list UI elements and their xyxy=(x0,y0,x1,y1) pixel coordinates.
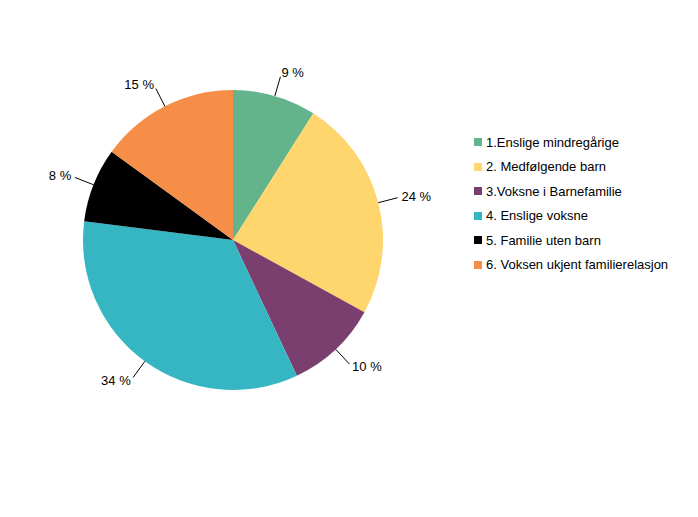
html-text:6. Voksen ukjent familierelasj: 6. Voksen ukjent familierelasjon xyxy=(486,257,669,273)
html-text:3.Voksne i Barnefamilie: 3.Voksne i Barnefamilie xyxy=(486,183,622,199)
svg-text:15 %: 15 % xyxy=(124,77,154,92)
svg-text:24 %: 24 % xyxy=(402,189,432,204)
svg-text:9 %: 9 % xyxy=(282,65,305,80)
html-text:4. Enslige voksne: 4. Enslige voksne xyxy=(486,208,588,224)
svg-text:10 %: 10 % xyxy=(352,359,382,374)
svg-text:34 %: 34 % xyxy=(101,373,131,388)
html-text:5. Familie uten barn: 5. Familie uten barn xyxy=(486,232,601,248)
svg-text:8 %: 8 % xyxy=(49,168,72,183)
html-text:1.Enslige mindregårige: 1.Enslige mindregårige xyxy=(486,134,619,150)
html-text:2. Medfølgende barn: 2. Medfølgende barn xyxy=(486,159,606,175)
